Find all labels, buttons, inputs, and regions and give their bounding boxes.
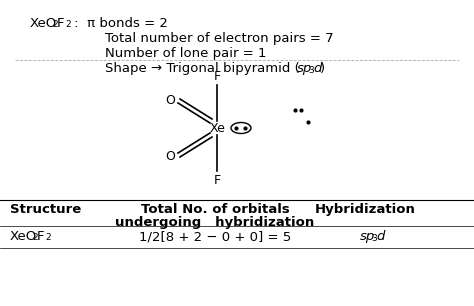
Text: XeO: XeO (10, 230, 37, 243)
Text: Total No. of orbitals: Total No. of orbitals (141, 203, 289, 216)
Text: 2: 2 (52, 20, 58, 29)
Text: sp: sp (360, 230, 375, 243)
Text: 2: 2 (65, 20, 71, 29)
Text: d: d (313, 62, 321, 75)
Text: F: F (213, 69, 220, 83)
Text: 3: 3 (371, 234, 377, 243)
Text: F: F (37, 230, 45, 243)
Text: d: d (376, 230, 384, 243)
Text: O: O (165, 94, 175, 106)
Text: F: F (213, 174, 220, 186)
Text: Hybridization: Hybridization (315, 203, 415, 216)
Text: undergoing   hybridization: undergoing hybridization (115, 216, 315, 229)
Text: sp: sp (297, 62, 312, 75)
Text: 3: 3 (308, 66, 314, 75)
Text: Structure: Structure (10, 203, 81, 216)
Text: Total number of electron pairs = 7: Total number of electron pairs = 7 (105, 32, 334, 45)
Text: 2: 2 (32, 233, 37, 242)
Text: Shape → Trigonal bipyramid (: Shape → Trigonal bipyramid ( (105, 62, 300, 75)
Text: Xe: Xe (210, 121, 226, 135)
Text: XeO: XeO (30, 17, 57, 30)
Text: 2: 2 (45, 233, 51, 242)
Text: F: F (57, 17, 64, 30)
Text: O: O (165, 150, 175, 162)
Text: 1/2[8 + 2 − 0 + 0] = 5: 1/2[8 + 2 − 0 + 0] = 5 (139, 230, 291, 243)
Text: ): ) (320, 62, 325, 75)
Text: Number of lone pair = 1: Number of lone pair = 1 (105, 47, 266, 60)
Text: :  π bonds = 2: : π bonds = 2 (70, 17, 168, 30)
